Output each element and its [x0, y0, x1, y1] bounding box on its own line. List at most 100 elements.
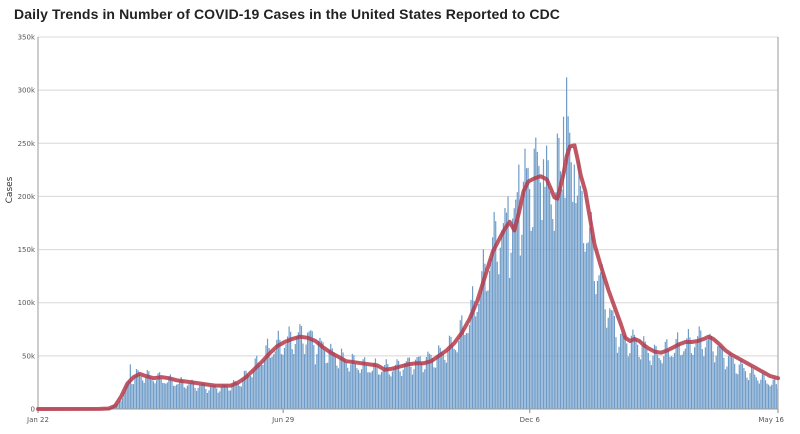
daily-case-bar [149, 377, 151, 409]
daily-case-bar [650, 365, 653, 409]
daily-case-bar [317, 340, 320, 409]
daily-case-bar [604, 309, 606, 409]
daily-case-bar [575, 203, 577, 409]
daily-case-bar [270, 357, 272, 409]
daily-case-bar [573, 164, 575, 409]
daily-case-bar [570, 162, 572, 409]
daily-case-bar [256, 355, 258, 409]
daily-case-bar [413, 369, 415, 409]
daily-case-bar [641, 345, 643, 409]
daily-case-bar [766, 383, 768, 409]
daily-case-bar [316, 354, 318, 409]
daily-case-bar [396, 359, 398, 409]
daily-case-bar [382, 370, 384, 409]
seven-day-average-path [36, 143, 780, 411]
daily-case-bar [441, 351, 443, 409]
daily-case-bar [481, 271, 483, 409]
daily-case-bar [220, 386, 222, 409]
y-tick-label: 100k [18, 299, 36, 307]
daily-case-bar [629, 353, 631, 409]
daily-case-bar [530, 230, 532, 409]
daily-case-bar [673, 352, 676, 409]
daily-case-bar [424, 369, 426, 409]
daily-case-bar [266, 338, 269, 409]
daily-case-bar [752, 368, 754, 409]
daily-case-bar [640, 359, 642, 409]
daily-case-bar [723, 357, 725, 409]
daily-case-bar [470, 299, 472, 409]
daily-case-bar [729, 352, 731, 409]
x-tick-label: May 16 [758, 416, 784, 424]
daily-case-bar [377, 374, 380, 409]
daily-case-bar [578, 161, 580, 409]
daily-case-bar [703, 356, 705, 409]
y-tick-label: 0 [31, 406, 35, 414]
daily-case-bar [478, 303, 480, 409]
daily-case-bar [475, 316, 477, 409]
daily-case-bar [165, 383, 167, 409]
daily-case-bar [299, 324, 301, 409]
daily-case-bar [462, 328, 464, 409]
daily-case-bar [741, 363, 743, 409]
daily-case-bar [371, 370, 373, 409]
daily-case-bar [134, 376, 136, 409]
daily-case-bar [547, 160, 549, 409]
daily-case-bar [254, 358, 256, 409]
daily-case-bar [718, 345, 720, 409]
daily-case-bar [492, 237, 494, 409]
daily-case-bar [767, 384, 770, 409]
daily-case-bar [333, 352, 335, 409]
daily-case-bar [601, 263, 603, 409]
daily-case-bar [339, 357, 341, 409]
daily-case-bar [307, 332, 309, 409]
daily-case-bar [137, 370, 139, 409]
daily-case-bar [572, 201, 574, 409]
daily-case-bar [416, 357, 418, 409]
daily-case-bar [129, 364, 131, 409]
daily-case-bar [744, 371, 747, 409]
daily-case-bar [444, 359, 446, 409]
daily-case-bar [609, 308, 611, 409]
daily-case-bar [757, 380, 759, 409]
daily-case-bar [313, 345, 315, 409]
daily-case-bar [402, 369, 404, 409]
daily-case-bar [576, 195, 579, 409]
daily-case-bar [157, 373, 159, 409]
daily-case-bar [451, 345, 454, 409]
daily-case-bar [162, 382, 164, 409]
daily-case-bar [499, 247, 501, 409]
daily-case-bar [271, 356, 273, 409]
daily-case-bar [636, 344, 639, 409]
daily-case-bar [615, 337, 617, 409]
daily-case-bar [216, 388, 218, 409]
daily-case-bar [581, 190, 583, 409]
daily-case-bar [512, 218, 514, 409]
daily-case-bar [525, 168, 528, 409]
daily-case-bar [368, 372, 370, 409]
daily-case-bar [619, 333, 622, 409]
daily-case-bar [421, 362, 423, 409]
daily-case-bar [521, 234, 523, 409]
daily-case-bar [357, 370, 360, 409]
daily-case-bar [171, 379, 173, 409]
daily-case-bar [262, 365, 264, 409]
daily-case-bar [720, 346, 722, 409]
daily-case-bar [394, 364, 397, 409]
daily-case-bar [584, 251, 586, 409]
chart-title: Daily Trends in Number of COVID-19 Cases… [14, 6, 561, 22]
daily-case-bar [407, 357, 409, 409]
daily-case-bar [539, 182, 542, 409]
daily-case-bar [566, 77, 568, 409]
daily-case-bar [274, 351, 276, 409]
daily-case-bar [627, 356, 629, 409]
daily-case-bar [593, 281, 595, 409]
daily-case-bar [772, 379, 774, 409]
daily-case-bar [154, 383, 156, 409]
axes [37, 37, 779, 410]
daily-case-bar [646, 348, 648, 409]
daily-case-bar [704, 347, 706, 409]
daily-case-bar [596, 280, 599, 409]
daily-case-bar [710, 335, 713, 409]
daily-case-bar [442, 353, 444, 409]
daily-case-bar [177, 383, 179, 409]
